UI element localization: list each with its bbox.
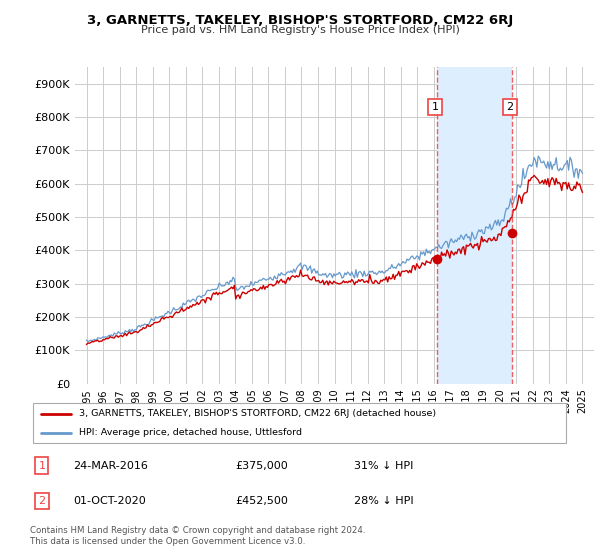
Text: 2: 2: [506, 102, 513, 112]
FancyBboxPatch shape: [33, 403, 566, 443]
Text: Contains HM Land Registry data © Crown copyright and database right 2024.
This d: Contains HM Land Registry data © Crown c…: [30, 526, 365, 546]
Text: 01-OCT-2020: 01-OCT-2020: [73, 496, 146, 506]
Text: 3, GARNETTS, TAKELEY, BISHOP'S STORTFORD, CM22 6RJ: 3, GARNETTS, TAKELEY, BISHOP'S STORTFORD…: [87, 14, 513, 27]
Text: 28% ↓ HPI: 28% ↓ HPI: [354, 496, 413, 506]
Text: £452,500: £452,500: [235, 496, 288, 506]
Text: 3, GARNETTS, TAKELEY, BISHOP'S STORTFORD, CM22 6RJ (detached house): 3, GARNETTS, TAKELEY, BISHOP'S STORTFORD…: [79, 409, 436, 418]
Text: 2: 2: [38, 496, 46, 506]
Bar: [437, 67, 512, 384]
Text: 1: 1: [38, 460, 46, 470]
Text: £375,000: £375,000: [235, 460, 288, 470]
Text: 24-MAR-2016: 24-MAR-2016: [73, 460, 148, 470]
Text: 31% ↓ HPI: 31% ↓ HPI: [354, 460, 413, 470]
Text: Price paid vs. HM Land Registry's House Price Index (HPI): Price paid vs. HM Land Registry's House …: [140, 25, 460, 35]
Text: HPI: Average price, detached house, Uttlesford: HPI: Average price, detached house, Uttl…: [79, 428, 302, 437]
Text: 1: 1: [431, 102, 439, 112]
